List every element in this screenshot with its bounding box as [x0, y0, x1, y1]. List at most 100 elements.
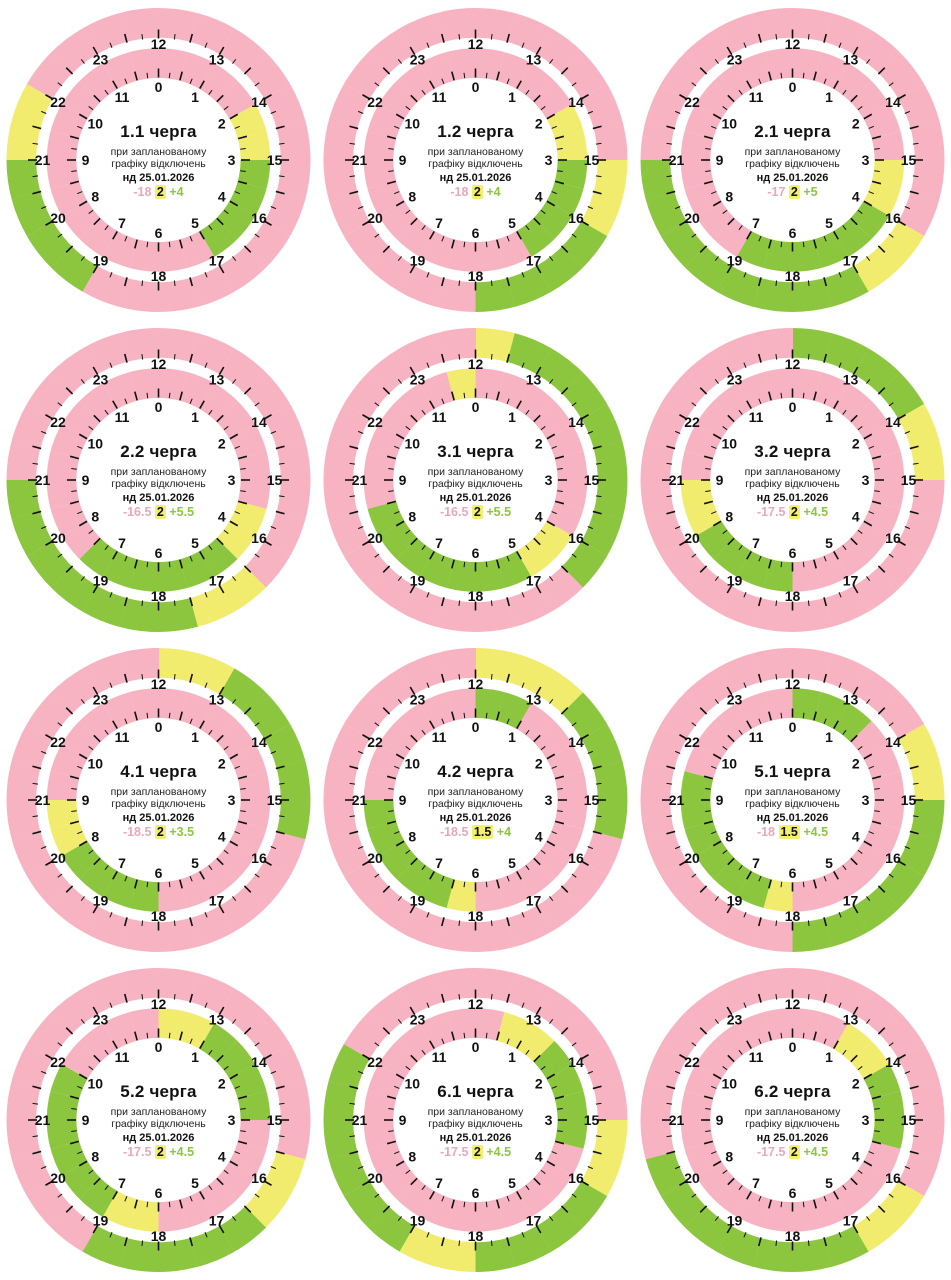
- hour-slot-off: [418, 1010, 455, 1050]
- hour-slot-off: [399, 13, 445, 56]
- hour-slot-off: [496, 870, 533, 910]
- tick-mark: [506, 718, 510, 724]
- tick-mark: [909, 125, 919, 130]
- tick-mark: [525, 865, 530, 871]
- tick-mark: [80, 896, 85, 902]
- tick-mark: [699, 885, 708, 893]
- hour-slot-on: [852, 885, 901, 932]
- tick-mark: [40, 750, 47, 754]
- tick-mark: [240, 1108, 246, 1110]
- tick-mark: [124, 718, 128, 724]
- tick-mark: [560, 1027, 569, 1035]
- hour-slot-off: [546, 821, 585, 857]
- tick-mark: [92, 904, 99, 914]
- hour-slot-off: [49, 423, 88, 459]
- hour-slot-off: [275, 120, 311, 161]
- tick-mark: [857, 106, 863, 111]
- hour-slot-off: [753, 596, 793, 632]
- tick-mark: [506, 398, 510, 404]
- hour-slot-off: [6, 440, 42, 481]
- hour-label-inner: 11: [115, 1049, 130, 1065]
- hour-label-inner: 0: [155, 79, 163, 95]
- hour-slot-off: [366, 1063, 405, 1099]
- hour-label-outer: 12: [468, 356, 484, 372]
- tick-mark: [382, 707, 391, 715]
- tick-mark: [357, 1070, 364, 1074]
- hour-slot-off: [640, 479, 676, 520]
- tick-mark: [705, 490, 711, 492]
- tick-mark: [223, 209, 229, 214]
- hour-slot-off: [683, 103, 722, 139]
- tick-mark: [807, 994, 810, 1000]
- tick-mark: [223, 426, 229, 431]
- hour-slot-off: [735, 1010, 772, 1050]
- tick-mark: [802, 561, 805, 568]
- hour-label-inner: 2: [852, 756, 860, 772]
- hour-slot-off: [343, 860, 390, 908]
- tick-mark: [666, 1150, 676, 1155]
- tick-mark: [243, 245, 252, 253]
- tick-mark: [173, 674, 176, 680]
- hour-slot-maybe: [11, 83, 54, 129]
- tick-mark: [727, 1177, 735, 1186]
- tick-mark: [463, 72, 466, 79]
- hour-label-inner: 4: [852, 189, 860, 205]
- tick-mark: [592, 1085, 602, 1090]
- hour-slot-off: [45, 450, 80, 481]
- tick-mark: [912, 815, 919, 818]
- tick-mark: [32, 815, 39, 818]
- hour-slot-off: [263, 511, 306, 557]
- hour-slot-off: [475, 879, 505, 913]
- tick-mark: [405, 426, 411, 431]
- hour-slot-off: [11, 831, 54, 877]
- hour-slot-off: [683, 1141, 722, 1177]
- tick-mark: [551, 831, 557, 835]
- tick-mark: [549, 896, 554, 902]
- tick-mark: [204, 682, 208, 688]
- tick-mark: [240, 170, 246, 172]
- hour-label-inner: 8: [91, 509, 99, 525]
- tick-mark: [714, 1216, 719, 1222]
- tick-mark: [386, 500, 397, 505]
- tick-mark: [691, 1042, 697, 1047]
- tick-mark: [229, 433, 239, 440]
- tick-mark: [823, 673, 828, 683]
- hour-slot-on: [11, 191, 54, 237]
- hour-slot-off: [897, 1151, 940, 1197]
- hour-slot-on: [679, 799, 714, 830]
- tick-mark: [705, 788, 711, 790]
- hour-slot-off: [823, 653, 869, 696]
- hour-slot-off: [189, 973, 235, 1016]
- tick-mark: [554, 455, 565, 460]
- tick-mark: [549, 1018, 554, 1024]
- tick-mark: [410, 217, 418, 226]
- hour-label-inner: 9: [82, 152, 90, 168]
- tick-mark: [852, 686, 859, 696]
- tick-mark: [842, 545, 847, 551]
- tick-mark: [141, 34, 144, 40]
- tick-mark: [80, 698, 85, 704]
- tick-mark: [32, 142, 39, 145]
- tick-mark: [208, 545, 213, 551]
- tick-mark: [868, 125, 874, 129]
- tick-mark: [823, 1196, 827, 1202]
- hour-slot-maybe: [535, 668, 584, 715]
- tick-mark: [134, 559, 138, 569]
- tick-mark: [216, 537, 224, 546]
- hour-slot-on: [101, 870, 138, 910]
- hour-slot-off: [399, 653, 445, 696]
- hour-label-outer: 12: [468, 676, 484, 692]
- hour-label-inner: 9: [399, 152, 407, 168]
- tick-mark: [349, 495, 356, 498]
- tick-mark: [349, 1085, 359, 1090]
- tick-mark: [871, 775, 882, 780]
- hour-label-inner: 5: [825, 535, 833, 551]
- tick-mark: [397, 378, 402, 384]
- tick-mark: [780, 712, 783, 719]
- tick-mark: [223, 1169, 229, 1174]
- hour-label-inner: 7: [752, 535, 760, 551]
- tick-mark: [78, 520, 88, 527]
- hour-label-outer: 17: [843, 572, 859, 588]
- tick-mark: [216, 734, 224, 743]
- tick-mark: [69, 135, 80, 140]
